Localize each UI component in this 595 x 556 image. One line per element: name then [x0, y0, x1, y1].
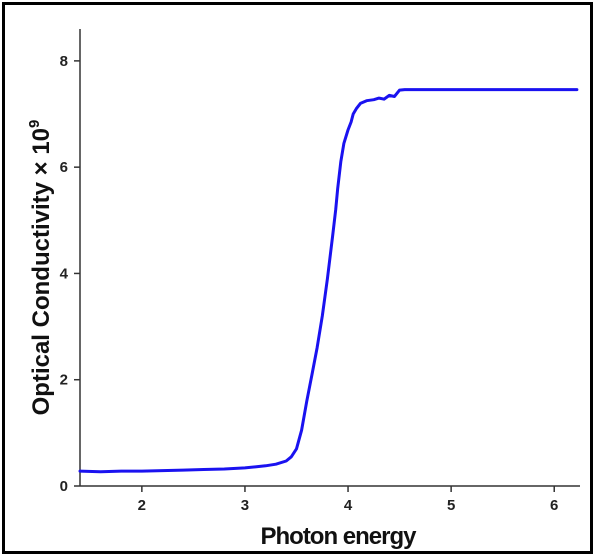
x-tick-label: 5	[447, 497, 455, 514]
x-tick-label: 3	[241, 497, 249, 514]
series-line	[78, 88, 579, 474]
y-axis-label: Optical Conductivity × 109	[26, 120, 55, 416]
x-tick-label: 4	[344, 497, 353, 514]
y-tick-label: 2	[60, 372, 68, 389]
y-axis-label-exponent: 9	[26, 120, 43, 128]
x-tick-label: 2	[138, 497, 146, 514]
axes	[79, 29, 580, 487]
y-tick-label: 0	[60, 478, 68, 495]
x-tick-label: 6	[550, 497, 558, 514]
y-tick-label: 4	[60, 265, 69, 282]
y-axis-label-group: Optical Conductivity × 109	[26, 120, 55, 416]
x-axis-label: Photon energy	[260, 523, 417, 550]
y-tick-label: 6	[60, 159, 68, 176]
y-ticks: 0 2 4 6 8	[60, 53, 80, 495]
x-ticks: 2 3 4 5 6	[138, 486, 558, 514]
chart: 2 3 4 5 6 0 2 4 6 8 Photon energy Optical Conduc…	[26, 29, 580, 550]
y-axis-label-main: Optical Conductivity × 10	[28, 128, 55, 415]
y-tick-label: 8	[60, 53, 68, 70]
